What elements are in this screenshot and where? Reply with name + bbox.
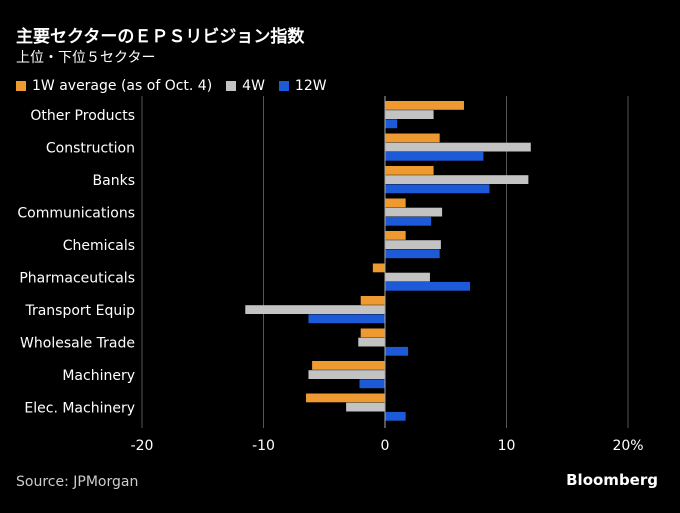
category-label: Pharmaceuticals [19, 270, 135, 286]
legend-label-4w: 4W [242, 78, 265, 94]
bar-w4 [385, 207, 443, 217]
chart-subtitle: 上位・下位５セクター [16, 50, 156, 66]
legend-swatch-4w [226, 81, 237, 91]
bar-w1 [372, 263, 385, 273]
bar-w12 [385, 346, 409, 356]
x-tick-label: 0 [381, 438, 390, 454]
source-note: Source: JPMorgan [16, 474, 139, 490]
x-tick-label: 20% [612, 438, 643, 454]
bar-w12 [359, 379, 385, 389]
bar-w1 [385, 133, 440, 143]
bar-w1 [385, 166, 434, 175]
category-label: Transport Equip [24, 303, 135, 319]
legend-item-1w: 1W average (as of Oct. 4) [16, 78, 212, 94]
category-label: Machinery [62, 368, 135, 384]
category-label: Chemicals [63, 238, 135, 254]
category-label: Elec. Machinery [24, 400, 135, 416]
bar-w12 [385, 216, 432, 226]
bar-w1 [306, 393, 385, 403]
bar-w4 [385, 142, 531, 152]
bar-w4 [346, 402, 385, 412]
legend-swatch-1w [16, 81, 26, 91]
chart-title: 主要セクターのＥＰＳリビジョン指数 [16, 27, 305, 47]
category-label: Banks [93, 173, 135, 189]
x-tick-label: 10 [498, 438, 516, 454]
bar-w12 [385, 281, 471, 291]
category-label: Communications [17, 205, 135, 221]
legend-swatch-12w [278, 81, 289, 91]
bar-w4 [385, 272, 430, 282]
legend-item-4w: 4W [226, 78, 265, 94]
bar-w1 [385, 101, 464, 110]
bar-w1 [360, 328, 385, 338]
bar-w12 [385, 151, 484, 161]
legend-label-12w: 12W [294, 78, 327, 94]
bar-w12 [385, 119, 398, 129]
bar-w12 [385, 411, 406, 421]
bar-w4 [385, 240, 441, 249]
bar-w4 [385, 110, 434, 119]
legend-label-1w: 1W average (as of Oct. 4) [32, 78, 213, 94]
legend: 1W average (as of Oct. 4) 4W 12W [16, 78, 341, 94]
category-label: Other Products [30, 108, 135, 124]
bar-w4 [385, 175, 529, 184]
bar-w12 [385, 184, 490, 194]
bar-w4 [358, 337, 385, 347]
legend-item-12w: 12W [278, 78, 327, 94]
x-tick-label: -20 [131, 438, 154, 454]
bar-w1 [385, 198, 406, 208]
bar-w4 [245, 305, 385, 314]
category-label: Construction [46, 140, 135, 156]
bar-w1 [360, 296, 385, 305]
bar-w12 [385, 249, 440, 259]
bar-w4 [308, 370, 385, 379]
x-tick-label: -10 [252, 438, 275, 454]
bar-w1 [385, 231, 406, 240]
bar-w1 [312, 361, 385, 370]
brand-logo: Bloomberg [566, 471, 658, 489]
category-label: Wholesale Trade [20, 335, 135, 351]
bar-w12 [308, 314, 385, 324]
